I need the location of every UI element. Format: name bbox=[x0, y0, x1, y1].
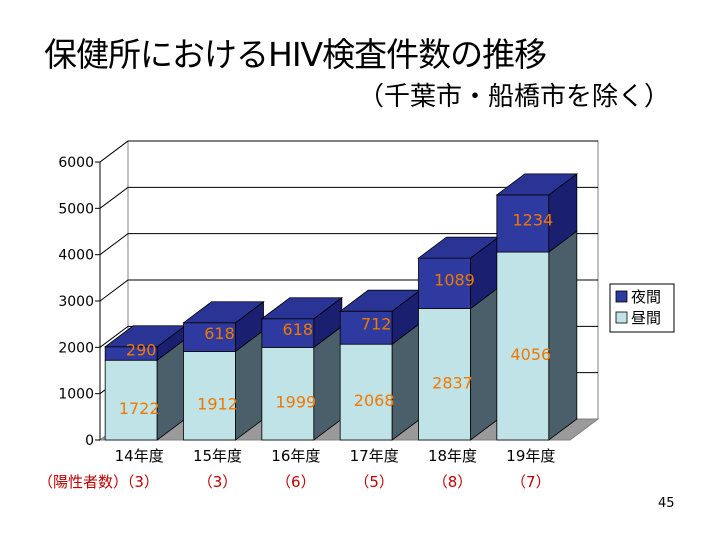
gridline bbox=[99, 186, 598, 209]
y-tick-label: 6000 bbox=[58, 155, 94, 171]
bar-daytime-front bbox=[261, 346, 315, 441]
bar-daytime-front bbox=[339, 343, 393, 441]
page-number: 45 bbox=[658, 496, 675, 511]
page-subtitle: （千葉市・船橋市を除く） bbox=[358, 82, 671, 112]
page-title: 保健所におけるHIV検査件数の推移 bbox=[44, 35, 547, 74]
positive-count-label: （8） bbox=[433, 473, 473, 491]
bar-daytime-front bbox=[496, 251, 550, 441]
y-tick-label: 3000 bbox=[58, 294, 94, 310]
x-category-label: 15年度 bbox=[193, 447, 242, 465]
positive-row-label: （陽性者数） bbox=[38, 473, 128, 491]
x-category-label: 16年度 bbox=[271, 447, 320, 465]
bar-night-front bbox=[418, 257, 471, 309]
bar-top bbox=[495, 173, 579, 196]
data-label-daytime: 1999 bbox=[275, 393, 316, 412]
bar-daytime-front bbox=[104, 359, 158, 441]
bar-night-front bbox=[261, 318, 315, 348]
bar-night-front bbox=[183, 322, 236, 352]
positive-count-label: （6） bbox=[276, 473, 316, 491]
data-label-daytime: 2068 bbox=[354, 391, 395, 410]
data-label-night: 618 bbox=[204, 324, 235, 343]
data-label-night: 618 bbox=[283, 320, 314, 339]
y-tick-label: 1000 bbox=[58, 387, 94, 403]
y-tick-label: 0 bbox=[85, 433, 94, 449]
data-label-night: 1234 bbox=[512, 210, 553, 229]
data-label-daytime: 1912 bbox=[197, 395, 238, 414]
positive-count-label: （5） bbox=[354, 473, 394, 491]
data-label-night: 712 bbox=[361, 315, 392, 334]
bar-night-front bbox=[339, 310, 393, 345]
y-tick-label: 5000 bbox=[58, 201, 94, 217]
legend-swatch bbox=[615, 290, 628, 303]
positive-count-label: （7） bbox=[511, 473, 551, 491]
positive-count-label: （3） bbox=[198, 473, 238, 491]
positive-count-label: （3） bbox=[119, 473, 159, 491]
legend-swatch bbox=[615, 311, 628, 324]
gridline bbox=[99, 140, 598, 163]
data-label-daytime: 1722 bbox=[119, 399, 160, 418]
data-label-night: 290 bbox=[126, 340, 157, 359]
data-label-night: 1089 bbox=[434, 270, 475, 289]
legend-label: 夜間 bbox=[631, 288, 661, 306]
bar-daytime-front bbox=[183, 351, 236, 441]
bar-daytime-front bbox=[418, 308, 471, 441]
x-category-label: 18年度 bbox=[428, 447, 477, 465]
gridline bbox=[99, 233, 598, 256]
x-category-label: 17年度 bbox=[350, 447, 399, 465]
bar-daytime-side bbox=[470, 286, 499, 441]
y-tick-label: 4000 bbox=[58, 248, 94, 264]
data-label-daytime: 2837 bbox=[432, 373, 473, 392]
y-tick-label: 2000 bbox=[58, 340, 94, 356]
bar-top bbox=[260, 297, 344, 320]
data-label-daytime: 4056 bbox=[510, 345, 551, 364]
x-category-label: 14年度 bbox=[115, 447, 164, 465]
bar-daytime-side bbox=[548, 230, 578, 441]
bar-top bbox=[182, 301, 265, 324]
x-category-label: 19年度 bbox=[506, 447, 555, 465]
legend-label: 昼間 bbox=[631, 309, 661, 327]
